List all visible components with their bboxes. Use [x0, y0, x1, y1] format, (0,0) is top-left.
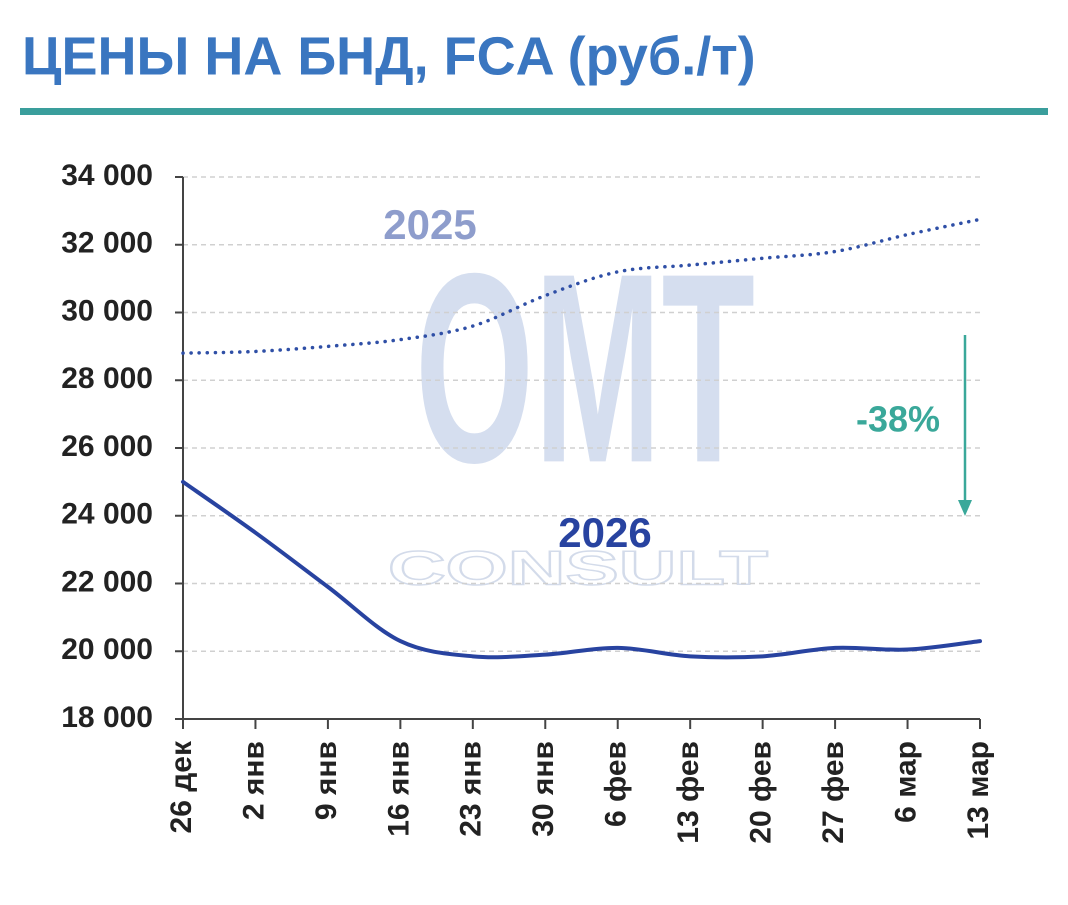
y-tick-label: 22 000 [61, 565, 153, 598]
y-tick-label: 20 000 [61, 633, 153, 666]
x-tick-label: 2 янв [237, 741, 270, 820]
watermark: CONSULT [388, 543, 768, 596]
change-arrow-head [958, 500, 972, 516]
x-tick-label: 30 янв [527, 741, 560, 837]
x-tick-label: 23 янв [455, 741, 488, 837]
y-tick-label: 28 000 [61, 362, 153, 395]
series-label: 2026 [558, 509, 651, 556]
y-tick-label: 18 000 [61, 701, 153, 734]
change-label: -38% [856, 399, 940, 440]
title-rule [20, 108, 1048, 115]
series-label: 2025 [383, 201, 476, 248]
x-tick-label: 9 янв [310, 741, 343, 820]
chart-title: ЦЕНЫ НА БНД, FCA (руб./т) [22, 26, 756, 86]
x-tick-label: 20 фев [745, 741, 778, 844]
x-tick-label: 16 янв [382, 741, 415, 837]
x-tick-label: 6 мар [889, 741, 922, 823]
y-tick-label: 32 000 [61, 227, 153, 260]
x-tick-label: 6 фев [600, 741, 633, 827]
line-series [181, 217, 982, 355]
x-tick-label: 13 мар [962, 741, 995, 840]
x-tick-label: 26 дек [165, 740, 198, 833]
y-tick-label: 30 000 [61, 294, 153, 327]
y-tick-label: 26 000 [61, 430, 153, 463]
y-tick-label: 34 000 [61, 159, 153, 192]
y-tick-label: 24 000 [61, 498, 153, 531]
x-tick-label: 13 фев [672, 741, 705, 844]
line-series [181, 479, 982, 660]
x-tick-label: 27 фев [817, 741, 850, 844]
watermark: OMT [415, 218, 755, 519]
